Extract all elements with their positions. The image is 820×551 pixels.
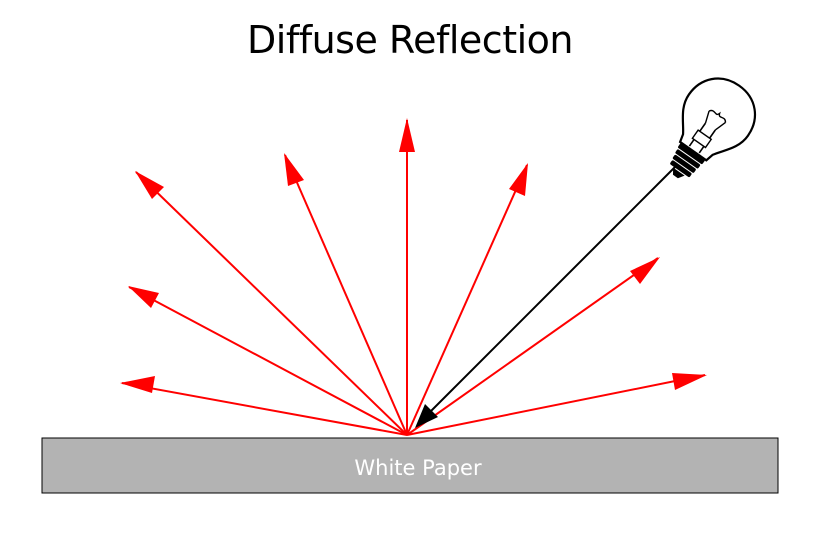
reflected-ray-4 (284, 154, 408, 436)
reflected-ray-8 (406, 374, 706, 436)
incident-arrowhead (415, 404, 438, 428)
diagram-title: Diffuse Reflection (247, 18, 574, 62)
white-paper-label: White Paper (354, 456, 482, 480)
incident-ray (419, 165, 677, 423)
arrowhead-1 (120, 376, 155, 393)
reflected-ray-2 (128, 286, 408, 436)
arrowhead-8 (672, 373, 707, 390)
arrowhead-7 (630, 257, 660, 284)
reflected-ray-3 (135, 171, 408, 436)
reflected-ray-6 (406, 164, 528, 436)
reflected-ray-7 (406, 257, 659, 436)
white-paper-surface (41, 437, 779, 494)
light-bulb-icon (670, 77, 757, 179)
reflected-rays (121, 120, 706, 436)
reflected-ray-1 (121, 382, 408, 436)
arrowhead-5 (399, 118, 415, 152)
arrowhead-4 (284, 153, 304, 186)
arrowhead-6 (509, 163, 528, 196)
arrowhead-3 (135, 171, 164, 199)
reflected-arrowheads (120, 118, 707, 393)
arrowhead-2 (128, 286, 159, 308)
